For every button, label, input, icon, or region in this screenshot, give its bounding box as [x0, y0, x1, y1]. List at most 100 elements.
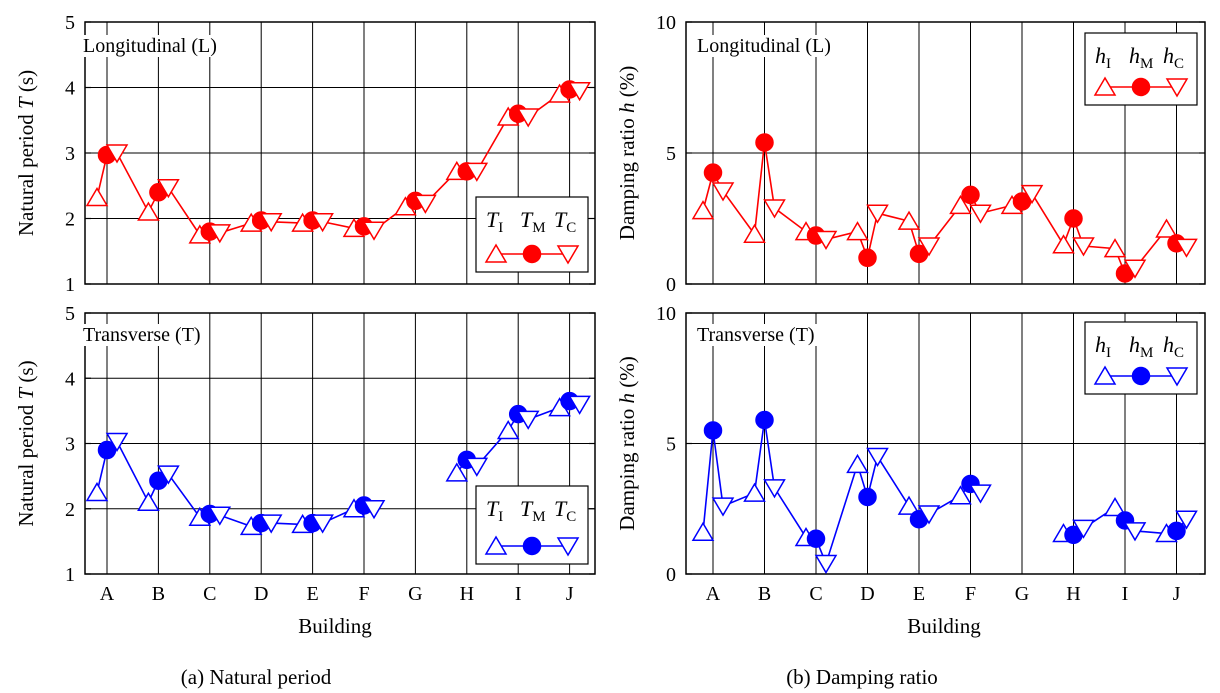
panel-title-background [81, 324, 203, 346]
panel-title: Transverse (T) [697, 324, 815, 346]
legend-label-subscript: I [1106, 345, 1111, 361]
legend-label-subscript: I [498, 509, 503, 525]
x-tick-label: C [203, 583, 216, 605]
legend-label-symbol: T [486, 207, 500, 232]
x-tick-label: E [306, 583, 318, 605]
data-point-circle [806, 529, 826, 549]
y-tick-label: 2 [65, 209, 75, 231]
y-tick-label: 1 [65, 564, 75, 586]
data-point-triangle-down [414, 194, 437, 214]
legend-marker-triangle-up [1093, 76, 1117, 96]
legend-marker-triangle-down [1165, 78, 1189, 98]
x-tick-label: G [1015, 583, 1029, 605]
x-tick-label: G [408, 583, 422, 605]
legend-label-symbol: h [1095, 43, 1106, 68]
legend-marker-circle [522, 244, 542, 264]
data-point-triangle-down [866, 447, 889, 468]
y-axis-label-symbol: T [14, 96, 38, 109]
data-point-triangle-up [1155, 218, 1178, 238]
data-point-circle [703, 421, 723, 440]
legend-label-symbol: T [520, 207, 534, 232]
data-point-triangle-down [969, 204, 992, 224]
legend-label: TC [554, 496, 576, 525]
legend-label-subscript: M [1140, 345, 1153, 361]
legend-label-subscript: M [1140, 56, 1153, 72]
x-tick-label: B [758, 583, 771, 605]
data-point-triangle-down [1072, 237, 1095, 257]
y-axis-label-text: Natural period [14, 109, 38, 236]
data-point-circle [858, 248, 877, 268]
data-point-triangle-up [137, 201, 160, 221]
data-point-triangle-down [516, 410, 540, 430]
data-point-circle [1064, 209, 1083, 228]
x-tick-label: H [460, 583, 474, 605]
data-point-triangle-down [917, 237, 941, 257]
plot-frame [84, 312, 596, 575]
y-tick-label: 5 [65, 12, 75, 34]
panel-period-longitudinal: 1 2 3 4 5 Longitudinal (L) Natural period T (s… [14, 12, 596, 296]
legend-label: hM [1129, 332, 1153, 361]
panel-title: Longitudinal (L) [83, 35, 217, 57]
legend-label: TI [486, 207, 503, 236]
legend-label-symbol: h [1163, 332, 1174, 357]
legend: hI hM hC [1084, 321, 1198, 395]
series-line [96, 440, 375, 528]
y-tick-label: 3 [65, 143, 75, 165]
legend-label-subscript: C [566, 220, 576, 236]
data-point-triangle-down [465, 457, 489, 477]
data-point-triangle-down [362, 221, 386, 241]
data-point-triangle-up [1103, 238, 1127, 258]
y-axis-label-text: Natural period [14, 399, 38, 526]
data-point-triangle-up [743, 482, 766, 502]
legend-label: TC [554, 207, 576, 236]
legend: TI TM TC [475, 485, 589, 565]
panel-period-transverse: 1 2 3 4 5 A B C D E F G H I J Transverse (T) Natural per… [14, 303, 596, 605]
data-point-circle [858, 487, 877, 507]
legend-label: TM [520, 496, 546, 525]
legend-marker-circle [1131, 366, 1151, 386]
legend-label: hI [1095, 43, 1111, 72]
data-point-triangle-down [568, 82, 591, 102]
caption-natural-period: (a) Natural period [181, 665, 332, 689]
x-tick-label: E [913, 583, 925, 605]
y-axis-label-unit: (s) [14, 70, 38, 97]
y-axis-label-unit: (%) [615, 356, 639, 393]
data-point-triangle-down [814, 554, 838, 575]
legend-label: TI [486, 496, 503, 525]
x-tick-label: J [1173, 583, 1181, 605]
plot-frame [685, 312, 1206, 575]
data-point-triangle-down [157, 178, 180, 199]
x-tick-label: F [358, 583, 369, 605]
legend-label-symbol: T [554, 207, 568, 232]
panel-title: Longitudinal (L) [697, 35, 831, 57]
panel-damping-transverse: 0 5 10 A B C D E F G H I J Transverse (T) Damping rati… [615, 303, 1206, 605]
data-point-triangle-down [311, 514, 334, 534]
series-line [702, 419, 982, 566]
data-point-triangle-down [814, 230, 838, 250]
legend-marker-triangle-up [1093, 365, 1117, 385]
y-axis-label-symbol: h [615, 393, 639, 404]
legend-label: hI [1095, 332, 1111, 361]
legend-label-symbol: h [1129, 332, 1140, 357]
legend-label-symbol: h [1095, 332, 1106, 357]
data-point-triangle-down [1175, 238, 1198, 258]
legend-label: TM [520, 207, 546, 236]
data-point-triangle-up [949, 485, 972, 505]
y-tick-label: 4 [65, 368, 75, 390]
x-tick-label: I [515, 583, 522, 605]
plot-frame [84, 21, 596, 285]
x-tick-label: I [1122, 583, 1129, 605]
legend-label-symbol: h [1129, 43, 1140, 68]
y-axis-label-symbol: T [14, 386, 38, 399]
y-tick-label: 0 [666, 564, 676, 586]
data-point-triangle-up [846, 221, 869, 241]
data-point-triangle-down [763, 479, 786, 499]
legend-label-subscript: I [1106, 56, 1111, 72]
data-point-triangle-down [568, 395, 591, 415]
panel-title-background [695, 35, 833, 57]
data-point-circle [1167, 521, 1186, 541]
data-point-triangle-down [105, 144, 129, 164]
caption-damping-ratio: (b) Damping ratio [786, 665, 938, 689]
data-point-triangle-up [691, 200, 715, 220]
